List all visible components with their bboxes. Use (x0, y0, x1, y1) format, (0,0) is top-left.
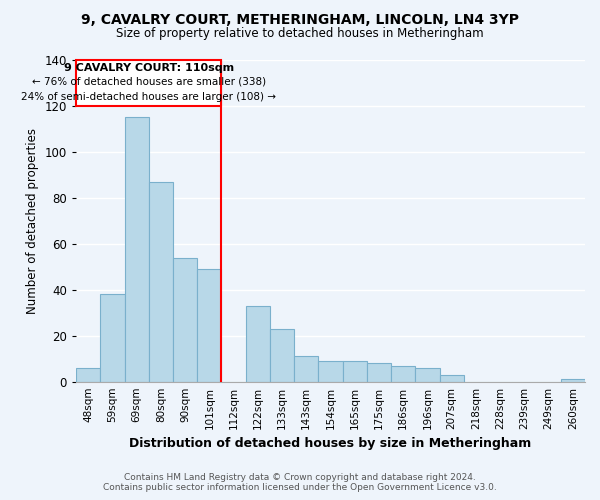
Bar (125, 118, 149, 382)
Text: ← 76% of detached houses are smaller (338): ← 76% of detached houses are smaller (33… (32, 77, 266, 87)
Bar (391, 366, 415, 382)
Bar (197, 269, 221, 382)
Bar (561, 380, 585, 382)
Y-axis label: Number of detached properties: Number of detached properties (26, 128, 39, 314)
Bar (246, 306, 270, 382)
Bar (76, 368, 100, 382)
FancyBboxPatch shape (76, 60, 221, 106)
Text: Contains HM Land Registry data © Crown copyright and database right 2024.
Contai: Contains HM Land Registry data © Crown c… (103, 473, 497, 492)
Bar (149, 182, 173, 382)
Bar (173, 258, 197, 382)
Bar (367, 364, 391, 382)
Text: 9 CAVALRY COURT: 110sqm: 9 CAVALRY COURT: 110sqm (64, 63, 234, 73)
Bar (415, 368, 440, 382)
Text: 9, CAVALRY COURT, METHERINGHAM, LINCOLN, LN4 3YP: 9, CAVALRY COURT, METHERINGHAM, LINCOLN,… (81, 12, 519, 26)
X-axis label: Distribution of detached houses by size in Metheringham: Distribution of detached houses by size … (130, 437, 532, 450)
Bar (100, 294, 125, 382)
Bar (270, 329, 294, 382)
Bar (440, 375, 464, 382)
Bar (319, 361, 343, 382)
Bar (343, 361, 367, 382)
Bar (294, 356, 319, 382)
Text: Size of property relative to detached houses in Metheringham: Size of property relative to detached ho… (116, 28, 484, 40)
Text: 24% of semi-detached houses are larger (108) →: 24% of semi-detached houses are larger (… (21, 92, 276, 102)
